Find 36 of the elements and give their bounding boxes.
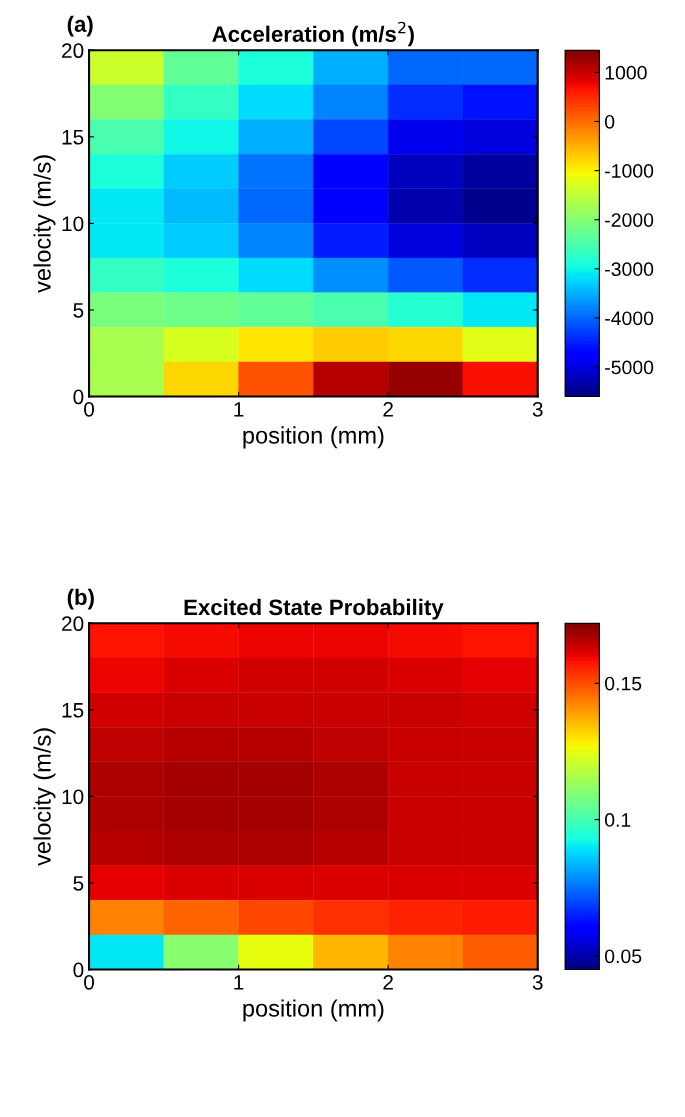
y-tick-label: 5 xyxy=(73,303,84,318)
color-bar-label: 0.05 xyxy=(605,949,642,964)
x-tick-label: 1 xyxy=(234,975,244,990)
color-bar-label: -1000 xyxy=(605,164,654,178)
color-bar-label: -2000 xyxy=(605,213,654,227)
color-bar-label: -4000 xyxy=(605,311,654,326)
y-tick-label: 15 xyxy=(62,130,84,145)
y-tick-label: 20 xyxy=(62,616,84,632)
y-tick-label: 0 xyxy=(73,389,84,405)
text: (a) xyxy=(67,15,93,37)
color-bar-label: -5000 xyxy=(605,360,654,375)
x-tick-label: 0 xyxy=(84,974,95,990)
y-tick-label: 10 xyxy=(62,789,84,805)
y-tick-label: 10 xyxy=(62,216,84,232)
y-tick-label: 20 xyxy=(62,43,84,59)
chart-title: Excited State Probability xyxy=(184,598,444,620)
x-tick-label: 2 xyxy=(383,974,393,990)
x-axis-title: position (mm) xyxy=(243,426,384,449)
color-bar-label: -3000 xyxy=(605,262,654,277)
x-tick-label: 2 xyxy=(383,401,393,417)
color-bar-label: 0.1 xyxy=(605,813,631,827)
text: (b) xyxy=(67,588,94,610)
x-axis-title: position (mm) xyxy=(243,999,384,1022)
y-tick-label: 15 xyxy=(62,703,84,718)
y-axis-title: velocity (m/s) xyxy=(33,728,56,866)
x-tick-label: 3 xyxy=(532,974,543,990)
x-tick-label: 1 xyxy=(234,402,244,417)
y-tick-label: 5 xyxy=(73,876,84,891)
color-bar-label: 0 xyxy=(605,114,615,129)
y-tick-label: 0 xyxy=(73,962,84,978)
color-bar-label: 1000 xyxy=(605,65,647,80)
x-tick-label: 3 xyxy=(532,401,543,417)
color-bar-label: 0.15 xyxy=(605,676,642,691)
x-tick-label: 0 xyxy=(84,401,95,417)
y-axis-title: velocity (m/s) xyxy=(33,155,56,293)
chart-title: Acceleration (m/s$^{2}$) xyxy=(212,21,414,47)
